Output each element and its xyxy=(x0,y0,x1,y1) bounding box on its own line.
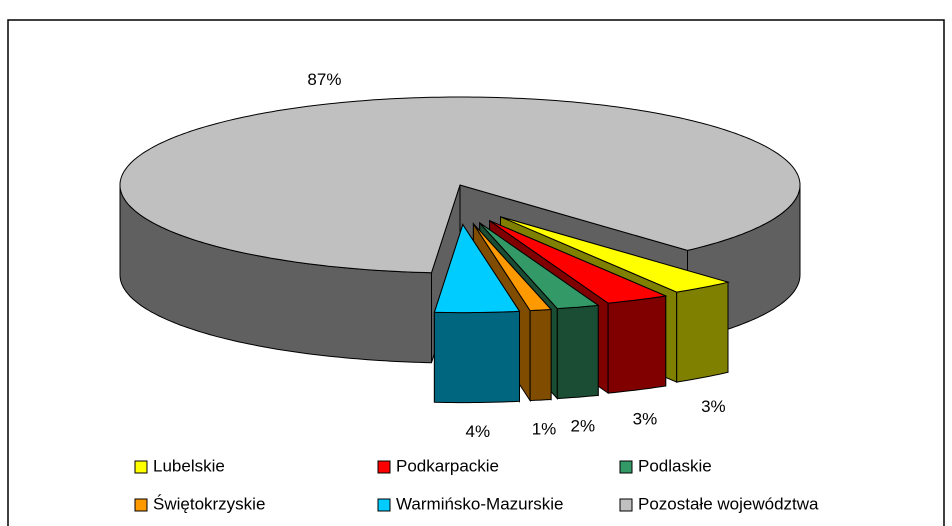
legend-label: Podlaskie xyxy=(638,456,712,475)
slice-wall xyxy=(676,281,729,383)
slice xyxy=(119,96,801,274)
slice-wall xyxy=(529,308,552,402)
legend-label: Pozostałe województwa xyxy=(638,494,819,513)
legend-swatch xyxy=(377,460,391,474)
data-label: 4% xyxy=(466,422,491,441)
data-label: 1% xyxy=(532,420,557,439)
legend-swatch xyxy=(134,498,148,512)
slice-wall xyxy=(556,304,599,400)
legend-swatch xyxy=(377,498,391,512)
legend-label: Warmińsko-Mazurskie xyxy=(396,494,564,513)
slice xyxy=(479,222,600,310)
legend-label: Lubelskie xyxy=(153,456,225,475)
legend-label: Podkarpackie xyxy=(396,456,499,475)
slice-wall xyxy=(433,310,520,404)
legend-swatch xyxy=(134,460,148,474)
data-label: 87% xyxy=(307,70,341,89)
data-label: 3% xyxy=(633,409,658,428)
slice xyxy=(472,223,553,312)
slice-wall xyxy=(607,295,667,394)
data-label: 3% xyxy=(701,397,726,416)
legend-swatch xyxy=(619,498,633,512)
slice xyxy=(489,220,668,304)
legend-swatch xyxy=(619,460,633,474)
slice xyxy=(433,223,521,314)
data-label: 2% xyxy=(571,417,596,436)
slice xyxy=(500,216,730,293)
legend-label: Świętokrzyskie xyxy=(153,494,265,513)
